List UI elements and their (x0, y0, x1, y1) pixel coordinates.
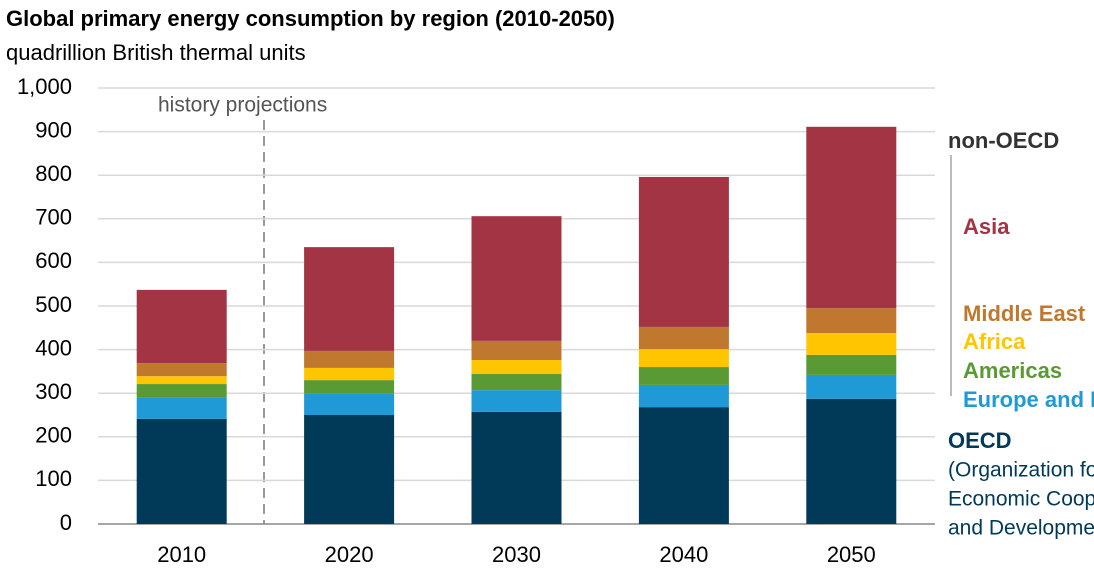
bar-segment (806, 126, 897, 309)
y-tick-label: 600 (35, 248, 72, 273)
bar-segment (136, 363, 227, 377)
y-tick-label: 500 (35, 292, 72, 317)
bar-segment (304, 247, 395, 351)
y-tick-label: 0 (60, 510, 72, 535)
bar-segment (471, 216, 562, 341)
legend-label: Europe and Eurasia (963, 387, 1094, 412)
note: (Organization for (948, 459, 1094, 482)
annotation: history projections (158, 94, 327, 117)
bar-segment (136, 397, 227, 419)
y-tick-label: 300 (35, 379, 72, 404)
bar-segment (638, 367, 729, 385)
bar-segment (471, 374, 562, 391)
bar-segment (304, 367, 395, 381)
legend-label: Middle East (963, 301, 1086, 326)
bar-segment (471, 411, 562, 524)
note: and Development) (948, 517, 1094, 540)
legend-label: Americas (963, 358, 1062, 383)
bar-segment (638, 349, 729, 368)
bar-segment (136, 418, 227, 524)
legend-label: Asia (963, 214, 1010, 239)
bar-segment (638, 176, 729, 327)
bar-segment (638, 326, 729, 350)
bar-segment (136, 384, 227, 398)
legend-label: Africa (963, 329, 1026, 354)
bar-segment (136, 289, 227, 364)
y-tick-label: 1,000 (17, 74, 72, 99)
bar-segment (304, 350, 395, 368)
x-tick-label: 2050 (827, 542, 876, 567)
bar-segment (638, 384, 729, 408)
bar-segment (304, 380, 395, 394)
bar-segment (136, 376, 227, 385)
chart-title: Global primary energy consumption by reg… (6, 6, 615, 31)
bar-segment (471, 390, 562, 412)
x-tick-label: 2020 (325, 542, 374, 567)
x-tick-label: 2010 (157, 542, 206, 567)
y-tick-label: 800 (35, 161, 72, 186)
bar-segment (304, 415, 395, 524)
bar-segment (806, 333, 897, 355)
y-tick-label: 400 (35, 335, 72, 360)
x-tick-label: 2040 (659, 542, 708, 567)
x-tick-label: 2030 (492, 542, 541, 567)
y-tick-label: 700 (35, 205, 72, 230)
y-tick-label: 200 (35, 423, 72, 448)
note: Economic Cooperation (948, 488, 1094, 511)
bar-segment (806, 374, 897, 399)
group-label: non-OECD (948, 128, 1059, 153)
bar-segment (806, 354, 897, 375)
y-tick-label: 100 (35, 466, 72, 491)
y-tick-label: 900 (35, 117, 72, 142)
bar-segment (638, 407, 729, 524)
bar-segment (806, 308, 897, 334)
bar-segment (304, 393, 395, 415)
bar-segment (471, 360, 562, 375)
chart-subtitle: quadrillion British thermal units (6, 40, 306, 65)
bar-segment (806, 398, 897, 524)
group-label: OECD (948, 428, 1012, 453)
bar-segment (471, 340, 562, 361)
